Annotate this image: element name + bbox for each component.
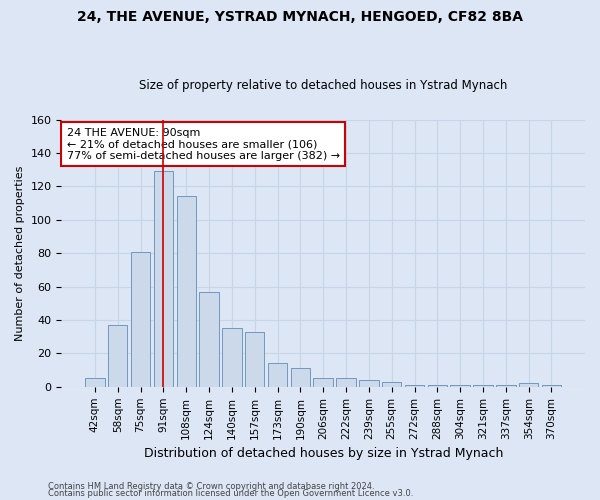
Bar <box>108 325 127 387</box>
X-axis label: Distribution of detached houses by size in Ystrad Mynach: Distribution of detached houses by size … <box>143 447 503 460</box>
Bar <box>245 332 265 387</box>
Bar <box>154 172 173 387</box>
Bar <box>542 385 561 387</box>
Bar <box>268 364 287 387</box>
Text: Contains public sector information licensed under the Open Government Licence v3: Contains public sector information licen… <box>48 489 413 498</box>
Bar <box>131 252 150 387</box>
Bar <box>382 382 401 387</box>
Bar <box>290 368 310 387</box>
Bar <box>222 328 242 387</box>
Bar <box>359 380 379 387</box>
Text: Contains HM Land Registry data © Crown copyright and database right 2024.: Contains HM Land Registry data © Crown c… <box>48 482 374 491</box>
Bar <box>199 292 219 387</box>
Bar <box>496 385 515 387</box>
Bar <box>176 196 196 387</box>
Bar <box>428 385 447 387</box>
Bar <box>313 378 333 387</box>
Bar <box>519 384 538 387</box>
Title: Size of property relative to detached houses in Ystrad Mynach: Size of property relative to detached ho… <box>139 79 508 92</box>
Y-axis label: Number of detached properties: Number of detached properties <box>15 166 25 341</box>
Bar <box>405 385 424 387</box>
Text: 24, THE AVENUE, YSTRAD MYNACH, HENGOED, CF82 8BA: 24, THE AVENUE, YSTRAD MYNACH, HENGOED, … <box>77 10 523 24</box>
Bar <box>337 378 356 387</box>
Bar <box>473 385 493 387</box>
Text: 24 THE AVENUE: 90sqm
← 21% of detached houses are smaller (106)
77% of semi-deta: 24 THE AVENUE: 90sqm ← 21% of detached h… <box>67 128 340 161</box>
Bar <box>451 385 470 387</box>
Bar <box>85 378 104 387</box>
